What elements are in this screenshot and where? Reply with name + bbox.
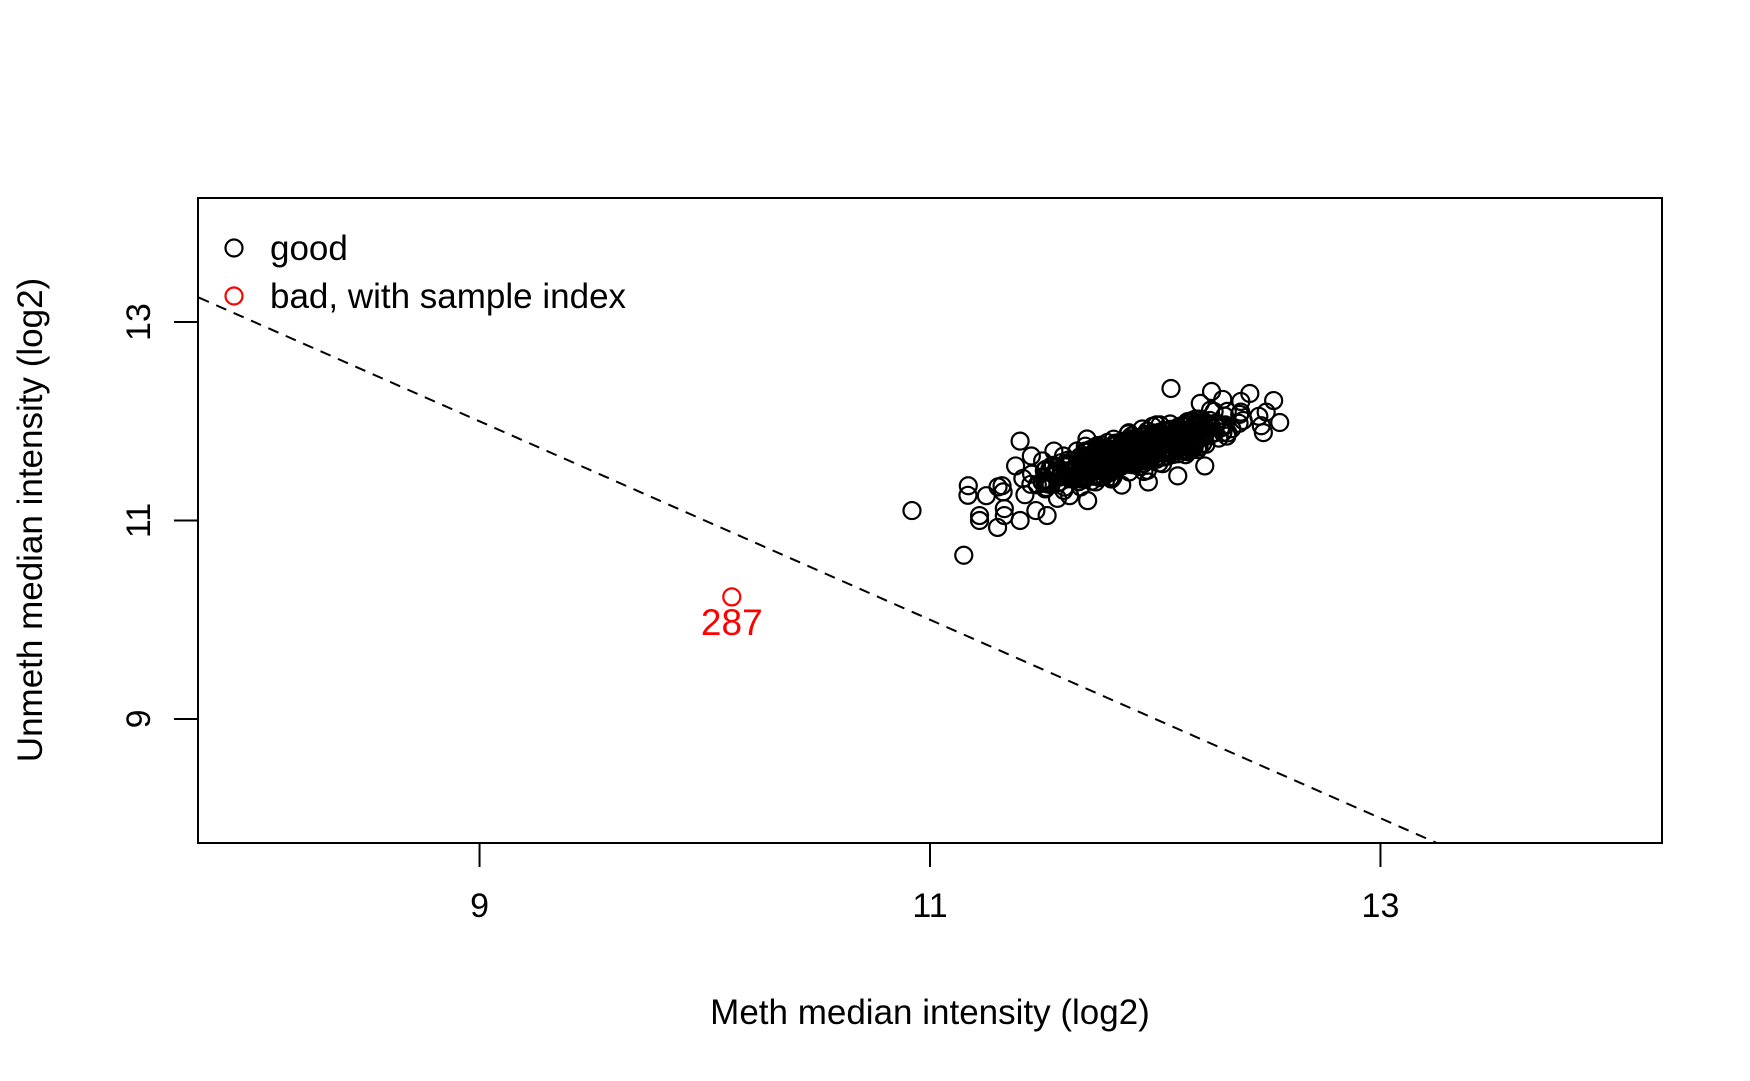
legend-item: good xyxy=(224,229,348,268)
x-axis: 9 11 13 xyxy=(470,842,1400,925)
threshold-line xyxy=(198,296,1440,843)
legend-label: good xyxy=(270,229,348,268)
data-point xyxy=(954,545,974,565)
series-bad: 287 xyxy=(701,587,763,643)
data-point xyxy=(1040,459,1060,479)
data-point xyxy=(1231,391,1251,412)
legend: good bad, with sample index xyxy=(224,229,627,316)
data-point xyxy=(1138,472,1158,492)
x-tick-label: 11 xyxy=(912,887,947,925)
data-point xyxy=(1005,456,1026,476)
data-point xyxy=(1195,456,1215,476)
data-point xyxy=(1010,431,1030,451)
data-point xyxy=(1168,466,1188,486)
y-tick-label: 13 xyxy=(120,303,158,341)
legend-marker xyxy=(224,238,244,258)
data-point xyxy=(969,505,990,526)
y-axis: 9 11 13 xyxy=(120,303,199,729)
y-axis-title: Unmeth median intensity (log2) xyxy=(11,278,50,762)
data-point xyxy=(958,476,978,496)
data-point xyxy=(1116,440,1136,460)
data-point xyxy=(1015,485,1035,505)
data-point xyxy=(958,485,978,505)
data-point xyxy=(1180,427,1201,447)
data-point xyxy=(1047,488,1068,508)
series-good xyxy=(902,378,1290,565)
data-point xyxy=(722,587,742,607)
point-label: 287 xyxy=(701,602,763,643)
x-tick-label: 13 xyxy=(1362,887,1400,925)
legend-label: bad, with sample index xyxy=(270,277,627,316)
x-tick-label: 9 xyxy=(470,887,489,925)
data-point xyxy=(1193,412,1213,433)
data-point xyxy=(1021,474,1041,494)
data-point xyxy=(1069,452,1090,472)
data-point xyxy=(1037,505,1057,526)
data-point xyxy=(902,500,922,521)
data-point xyxy=(1021,446,1041,466)
data-point xyxy=(1027,475,1047,495)
data-point xyxy=(1270,412,1290,433)
y-tick-label: 11 xyxy=(120,503,158,538)
data-point xyxy=(1201,381,1222,402)
data-point xyxy=(1026,500,1046,521)
data-point xyxy=(1222,419,1242,439)
legend-item: bad, with sample index xyxy=(224,277,627,316)
threshold-line-layer xyxy=(198,296,1440,843)
legend-marker xyxy=(224,286,244,306)
data-point xyxy=(1035,473,1055,494)
data-point xyxy=(1211,418,1231,438)
points-layer: 287 xyxy=(701,378,1290,643)
data-point xyxy=(1230,404,1250,424)
y-tick-label: 9 xyxy=(120,710,158,729)
x-axis-title: Meth median intensity (log2) xyxy=(710,993,1150,1032)
data-point xyxy=(1010,510,1030,531)
data-point xyxy=(1107,440,1127,460)
data-point xyxy=(988,477,1008,497)
data-point xyxy=(1264,390,1284,411)
data-point xyxy=(993,482,1013,502)
data-point xyxy=(969,510,990,531)
data-point xyxy=(1161,378,1181,399)
data-point xyxy=(1075,469,1095,489)
data-point xyxy=(1176,441,1197,461)
data-point xyxy=(1172,430,1192,450)
data-point xyxy=(1136,436,1157,456)
data-point xyxy=(1251,416,1271,436)
data-point xyxy=(976,486,996,506)
